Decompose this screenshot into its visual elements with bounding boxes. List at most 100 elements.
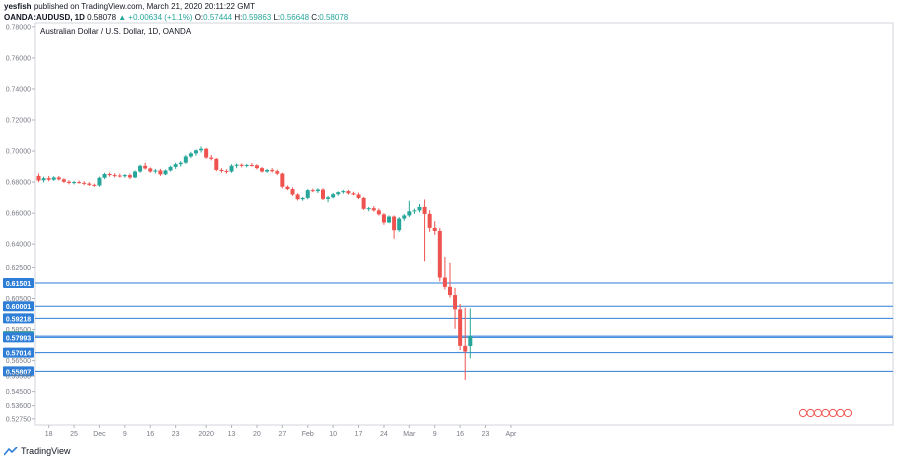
x-tick-label: 9 — [123, 431, 127, 438]
candle-body — [72, 182, 77, 184]
candle-body — [199, 148, 204, 151]
candle-body — [224, 170, 229, 172]
candle-body — [320, 189, 325, 199]
y-tick-label: 0.62500 — [6, 265, 31, 272]
x-tick-label: 23 — [172, 431, 180, 438]
y-tick-label: 0.64000 — [6, 242, 31, 249]
y-tick-label: 0.56500 — [6, 358, 31, 365]
candle-body — [138, 165, 143, 172]
candle-body — [387, 216, 392, 223]
candle-body — [229, 165, 234, 172]
candle-body — [361, 197, 366, 209]
x-tick-label: 17 — [355, 431, 363, 438]
candle-body — [66, 181, 71, 183]
event-flag-icon — [813, 408, 823, 418]
y-tick-label: 0.70000 — [6, 149, 31, 156]
y-tick-label: 0.66000 — [6, 211, 31, 218]
candle-body — [92, 184, 97, 186]
candle-body — [41, 178, 46, 181]
footer-brand: TradingView — [21, 446, 71, 456]
candle-body — [346, 191, 351, 194]
candle-body — [305, 190, 310, 198]
candle-body — [82, 182, 87, 184]
candle-body — [188, 153, 193, 157]
price-label-bg — [3, 277, 34, 288]
candle-body — [265, 169, 270, 172]
candle-body — [158, 170, 163, 175]
candle-body — [51, 177, 56, 180]
price-label-bg — [3, 366, 34, 377]
close-value: 0.58078 — [319, 13, 349, 22]
event-flag-icon — [821, 408, 830, 418]
candle-body — [427, 213, 432, 228]
candle-body — [412, 210, 417, 212]
candle-body — [371, 208, 376, 211]
y-tick-label: 0.53600 — [6, 403, 31, 410]
ohlc-line: OANDA:AUDUSD, 1D 0.58078 ▲ +0.00634 (+1.… — [4, 12, 348, 23]
x-tick-label: 27 — [278, 431, 286, 438]
candle-body — [117, 175, 122, 177]
candle-body — [183, 156, 188, 163]
candle-body — [239, 164, 244, 166]
candle-body — [214, 158, 219, 170]
candle-body — [397, 218, 402, 231]
candle-body — [36, 175, 41, 181]
candle-body — [204, 148, 209, 158]
candle-body — [143, 165, 148, 169]
candle-body — [285, 186, 290, 190]
x-tick-label: 20 — [253, 431, 261, 438]
publish-line: yesfish published on TradingView.com, Ma… — [4, 1, 348, 12]
candle-body — [153, 170, 158, 172]
candle-body — [249, 165, 254, 167]
x-tick-label: Mar — [403, 431, 416, 438]
candle-body — [366, 208, 371, 210]
candle-body — [437, 230, 442, 278]
x-tick-label: Apr — [505, 431, 517, 438]
candle-body — [381, 214, 386, 223]
price-label-bg — [3, 332, 34, 343]
x-tick-label: 13 — [228, 431, 236, 438]
economic-events-icons[interactable] — [798, 408, 853, 418]
candles — [36, 146, 473, 380]
candle-body — [392, 216, 397, 231]
low-label: L: — [273, 13, 281, 22]
candle-body — [336, 192, 341, 195]
y-tick-label: 0.55500 — [6, 374, 31, 381]
price-line-label: 0.61501 — [6, 281, 31, 288]
x-tick-label: 16 — [456, 431, 464, 438]
event-flag-icon — [798, 408, 808, 418]
chart-axes — [34, 22, 894, 426]
candle-body — [56, 177, 61, 180]
y-tick-label: 0.52750 — [6, 416, 31, 423]
candle-body — [442, 277, 447, 287]
x-tick-label: 16 — [146, 431, 154, 438]
candle-body — [310, 190, 315, 192]
candle-body — [326, 197, 331, 199]
publish-text: published on TradingView.com, March 21, … — [33, 2, 255, 11]
candle-body — [97, 177, 102, 186]
high-value: 0.59863 — [242, 13, 272, 22]
price-label-bg — [3, 301, 34, 312]
candle-body — [351, 193, 356, 195]
x-tick-label: 23 — [482, 431, 490, 438]
candle-body — [463, 345, 468, 352]
candle-body — [417, 206, 422, 211]
event-flag-icon — [806, 408, 815, 418]
candle-body — [341, 191, 346, 193]
candle-body — [102, 174, 107, 178]
price-line-label: 0.57993 — [6, 335, 31, 342]
low-value: 0.56648 — [280, 13, 310, 22]
candle-body — [107, 174, 112, 176]
candle-body — [209, 157, 214, 159]
candle-body — [260, 168, 265, 172]
high-label: H: — [234, 13, 243, 22]
candle-body — [163, 170, 168, 175]
x-axis-labels: 18 25 Dec 9 16 23 2020 13 20 27 Feb 10 17 24 Mar 9 16 23 A… — [45, 425, 517, 438]
chart-title: Australian Dollar / U.S. Dollar, 1D, OAN… — [40, 27, 192, 36]
x-tick-label: 2020 — [198, 431, 214, 438]
candle-body — [122, 175, 127, 177]
candle-body — [234, 164, 239, 166]
candle-body — [254, 165, 259, 169]
candle-body — [468, 336, 473, 346]
